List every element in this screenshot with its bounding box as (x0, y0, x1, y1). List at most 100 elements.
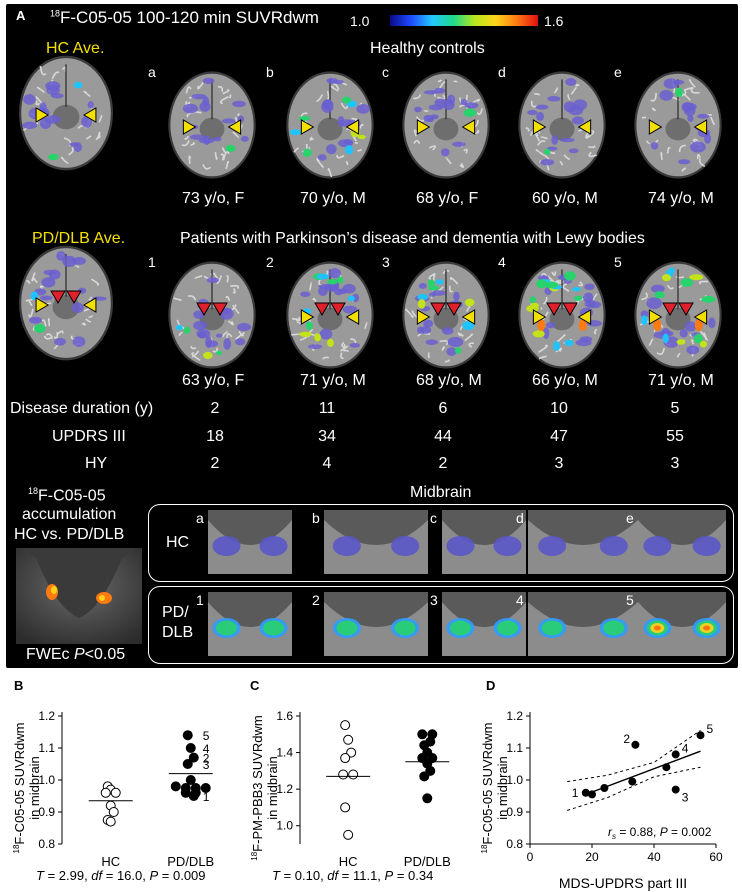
point-label: 3 (682, 791, 689, 805)
y-axis-label: 18F-C05-05 SUVRdwm in midbrain (12, 723, 42, 854)
gyrus (336, 154, 345, 159)
gyrus (413, 139, 421, 145)
arrowhead (693, 119, 708, 135)
gyrus (232, 131, 240, 139)
brain-slice (18, 245, 114, 361)
hc-point (343, 829, 354, 840)
tracer-patch (223, 338, 231, 350)
midbrain-tile (324, 592, 428, 656)
gyrus (690, 87, 700, 94)
y-axis-sup: 18 (12, 844, 21, 853)
panel-d-chart: 0.8 0.9 1.0 1.1 1.2 0 20 40 60 MDS-UPDRS part III… (480, 709, 723, 891)
gyrus (191, 350, 200, 358)
tracer-patch (679, 329, 688, 338)
tracer-blob (215, 620, 237, 636)
arrowhead (345, 309, 360, 325)
tracer-blob (643, 536, 672, 556)
panel-c-stats: T = 0.10, df = 11.1, P = 0.34 (272, 868, 433, 883)
scatter-point (628, 777, 637, 786)
x-tick-label: 20 (585, 850, 599, 864)
point-label: 4 (682, 741, 689, 755)
gyrus (185, 86, 192, 94)
tracer-blob (212, 536, 241, 556)
clinical-label-hy: HY (85, 455, 108, 472)
arrowhead (300, 119, 315, 135)
hc-subject-age: 73 y/o, F (182, 190, 245, 207)
panel-d-stats: rs = 0.88, P = 0.002 (608, 825, 712, 841)
arrowhead (678, 302, 694, 316)
gyrus (588, 151, 597, 158)
gyrus (230, 284, 240, 290)
brain-slice (286, 71, 374, 179)
basal-ganglia (665, 117, 691, 141)
gyrus (47, 318, 51, 327)
clinical-value: 2 (438, 455, 448, 472)
gyrus (465, 94, 468, 102)
arrowhead (532, 119, 547, 135)
tracer-patch (551, 135, 559, 145)
arrowhead (227, 119, 242, 135)
clinical-label-updrs: UPDRS III (52, 428, 126, 445)
gyrus (675, 276, 685, 279)
tracer-patch (708, 317, 716, 329)
gyrus (51, 71, 60, 79)
y-axis-label-line2: in midbrain (27, 756, 42, 820)
gyrus (650, 92, 657, 102)
d-stat-text: = 0.88, (616, 825, 660, 839)
gyrus (181, 140, 190, 147)
tracer-patch (559, 137, 575, 143)
tracer-hotspot (653, 319, 662, 331)
accum-line2: accumulation (22, 506, 117, 523)
gyrus (570, 86, 577, 95)
clinical-value: 3 (554, 455, 564, 472)
midbrain-slice (442, 510, 526, 574)
gyrus (681, 93, 691, 101)
gyrus (316, 158, 325, 169)
fwe-p: P (74, 646, 85, 663)
gyrus (25, 298, 34, 302)
gyrus (235, 332, 245, 341)
gyrus (291, 333, 300, 336)
arrowhead (648, 309, 663, 325)
x-tick-label: 60 (709, 850, 723, 864)
gyrus (656, 347, 665, 356)
y-axis-label-line1: 18F-C05-05 SUVRdwm (12, 723, 27, 854)
y-axis-sup: 18 (250, 851, 259, 860)
tracer-patch (568, 105, 584, 116)
hc-point (338, 769, 349, 780)
pd-point (188, 752, 199, 763)
brain-slice (518, 71, 606, 179)
tracer-patch (196, 329, 211, 339)
tracer-patch (203, 135, 211, 145)
point-label: 4 (203, 742, 210, 756)
tracer-blob (336, 620, 358, 636)
tracer-patch (697, 113, 710, 119)
y-tick-label: 1.2 (506, 709, 523, 723)
ci-lower (567, 766, 701, 811)
pd-point (185, 775, 196, 785)
arrowhead (461, 309, 476, 325)
panel-a: A 18F-C05-05 100-120 min SUVRdwm 1.0 1.6… (6, 4, 738, 668)
gyrus (666, 284, 674, 290)
midbrain-tile (638, 510, 726, 574)
tracer-blob (493, 536, 522, 556)
tracer-hotspot (305, 321, 313, 330)
x-tick-label: 0 (527, 850, 534, 864)
pd-subject-age: 68 y/o, M (416, 372, 482, 389)
gyrus (194, 274, 203, 279)
gyrus (464, 333, 474, 342)
gyrus (468, 342, 475, 348)
midbrain-tile-id: d (516, 510, 524, 526)
tracer-hotspot (680, 278, 694, 287)
gyrus (27, 299, 33, 307)
tracer-patch (423, 90, 438, 95)
arrowhead (416, 309, 431, 325)
gyrus (476, 108, 483, 116)
gyrus (357, 148, 362, 152)
tracer-patch (342, 283, 356, 294)
colorbar-min: 1.0 (350, 13, 370, 29)
arrowhead (345, 119, 360, 135)
accum-line1: 18F-C05-05 (28, 486, 106, 505)
hc-point (343, 734, 354, 745)
